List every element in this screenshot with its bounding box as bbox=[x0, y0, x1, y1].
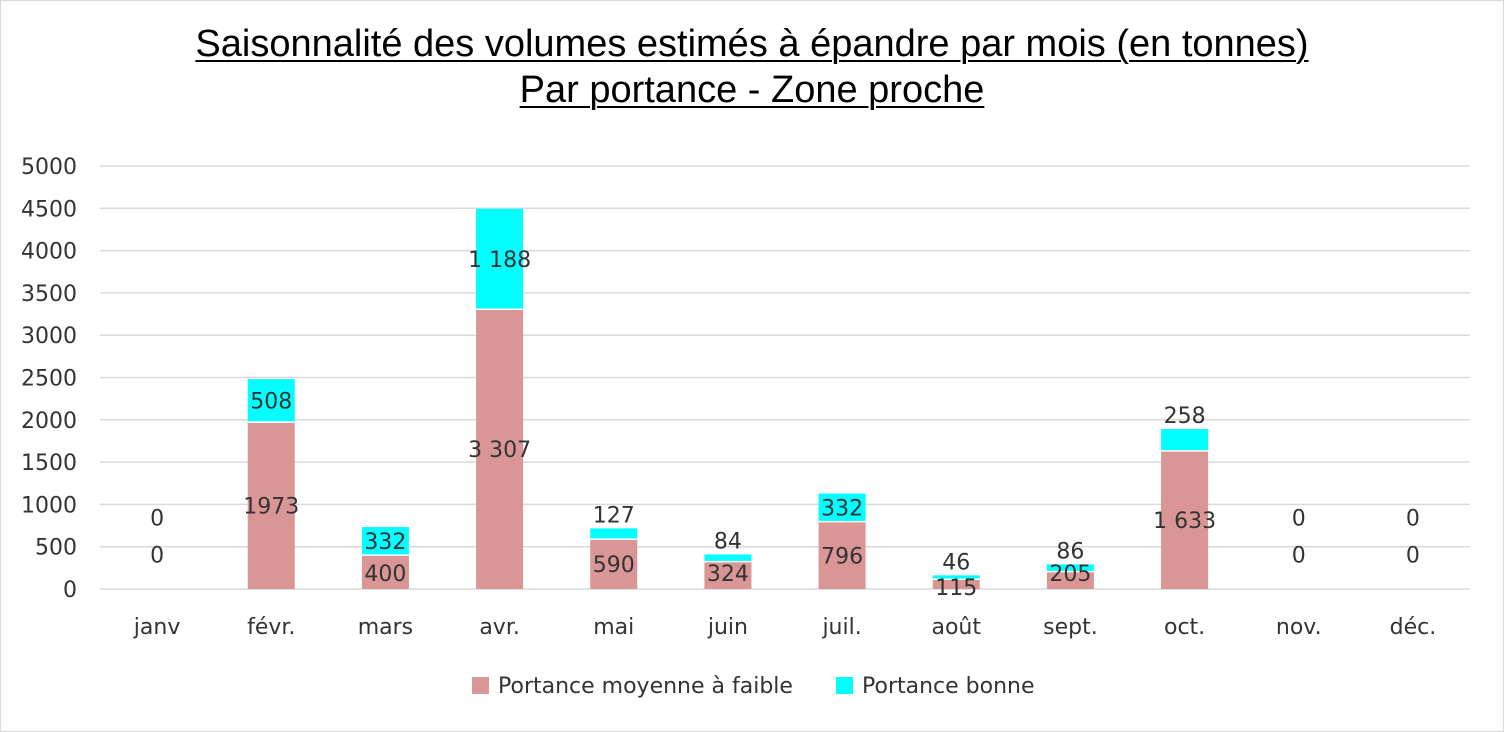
x-tick-label: févr. bbox=[247, 615, 295, 640]
bar-portance-bonne bbox=[590, 528, 638, 540]
data-label-portance-bonne: 0 bbox=[1292, 506, 1306, 531]
x-tick-label: juil. bbox=[821, 615, 861, 640]
data-label-portance-bonne: 127 bbox=[593, 503, 635, 528]
y-tick-label: 4500 bbox=[21, 197, 77, 222]
bar-portance-bonne bbox=[247, 379, 295, 423]
data-label-portance-moyenne-faible: 400 bbox=[364, 562, 406, 587]
data-label-portance-moyenne-faible: 3 307 bbox=[468, 438, 531, 463]
data-label-portance-bonne: 1 188 bbox=[468, 248, 531, 273]
data-label-portance-bonne: 0 bbox=[1406, 506, 1420, 531]
bar-portance-moyenne-faible bbox=[818, 521, 866, 589]
bar-portance-moyenne-faible bbox=[704, 561, 752, 589]
chart-title: Saisonnalité des volumes estimés à épand… bbox=[195, 23, 1309, 65]
chart-subtitle: Par portance - Zone proche bbox=[519, 69, 985, 111]
bar-portance-bonne bbox=[476, 208, 524, 310]
bars bbox=[247, 208, 1209, 589]
data-label-portance-moyenne-faible: 1 633 bbox=[1153, 509, 1216, 534]
x-tick-label: mars bbox=[358, 615, 413, 640]
data-label-portance-bonne: 508 bbox=[250, 390, 292, 415]
bar-portance-moyenne-faible bbox=[1046, 571, 1094, 589]
x-tick-label: août bbox=[931, 615, 981, 640]
legend-swatch bbox=[836, 677, 853, 694]
legend: Portance moyenne à faible Portance bonne bbox=[472, 674, 1035, 699]
bar-portance-bonne bbox=[361, 527, 409, 556]
data-label-portance-moyenne-faible: 1973 bbox=[243, 495, 299, 520]
x-tick-label: sept. bbox=[1043, 615, 1098, 640]
data-label-portance-bonne: 84 bbox=[714, 529, 742, 554]
data-label-portance-moyenne-faible: 0 bbox=[150, 544, 164, 569]
y-tick-label: 3000 bbox=[21, 324, 77, 349]
x-tick-label: juin bbox=[707, 615, 748, 640]
y-tick-label: 1500 bbox=[21, 451, 77, 476]
data-label-portance-bonne: 86 bbox=[1056, 539, 1084, 564]
bar-portance-moyenne-faible bbox=[247, 422, 295, 589]
x-tick-label: oct. bbox=[1164, 615, 1205, 640]
bar-portance-bonne bbox=[932, 575, 980, 580]
bar-portance-moyenne-faible bbox=[932, 579, 980, 589]
bar-portance-bonne bbox=[1161, 429, 1209, 451]
y-tick-label: 0 bbox=[63, 578, 77, 603]
legend-label: Portance bonne bbox=[862, 674, 1035, 699]
bar-portance-moyenne-faible bbox=[590, 539, 638, 589]
y-axis: 0 500 1000 1500 2000 2500 3000 3500 4000 4500 5000 bbox=[21, 155, 77, 603]
x-axis: janv févr. mars avr. mai juin juil. août sept. oc… bbox=[133, 615, 1436, 640]
data-label-portance-bonne: 46 bbox=[942, 550, 970, 575]
y-tick-label: 3500 bbox=[21, 282, 77, 307]
data-label-portance-moyenne-faible: 0 bbox=[1406, 544, 1420, 569]
bar-portance-moyenne-faible bbox=[476, 309, 524, 589]
data-label-portance-bonne: 332 bbox=[364, 530, 406, 555]
x-tick-label: nov. bbox=[1276, 615, 1322, 640]
data-label-portance-bonne: 332 bbox=[821, 497, 863, 522]
data-label-portance-moyenne-faible: 324 bbox=[707, 562, 749, 587]
bar-portance-bonne bbox=[704, 554, 752, 562]
data-label-portance-moyenne-faible: 796 bbox=[821, 544, 863, 569]
bar-portance-moyenne-faible bbox=[361, 555, 409, 589]
data-label-portance-moyenne-faible: 590 bbox=[593, 553, 635, 578]
data-label-portance-bonne: 0 bbox=[150, 506, 164, 531]
x-tick-label: janv bbox=[133, 615, 181, 640]
legend-label: Portance moyenne à faible bbox=[498, 674, 793, 699]
bar-portance-bonne bbox=[1046, 564, 1094, 572]
y-tick-label: 2000 bbox=[21, 409, 77, 434]
data-label-portance-moyenne-faible: 0 bbox=[1292, 544, 1306, 569]
bar-portance-moyenne-faible bbox=[1161, 450, 1209, 589]
bar-portance-bonne bbox=[818, 493, 866, 522]
data-label-portance-moyenne-faible: 205 bbox=[1049, 562, 1091, 587]
data-label-portance-moyenne-faible: 115 bbox=[935, 576, 977, 601]
gridlines bbox=[100, 165, 1470, 590]
y-tick-label: 2500 bbox=[21, 367, 77, 392]
data-labels: 0 0 1973 508 400 332 3 307 1 188 590 127 324 84 796 3… bbox=[150, 248, 1420, 601]
x-tick-label: avr. bbox=[479, 615, 520, 640]
y-tick-label: 5000 bbox=[21, 155, 77, 180]
x-tick-label: déc. bbox=[1390, 615, 1437, 640]
legend-swatch bbox=[472, 677, 489, 694]
y-tick-label: 500 bbox=[35, 536, 77, 561]
y-tick-label: 1000 bbox=[21, 493, 77, 518]
x-tick-label: mai bbox=[593, 615, 634, 640]
data-label-portance-bonne: 258 bbox=[1164, 404, 1206, 429]
y-tick-label: 4000 bbox=[21, 240, 77, 265]
